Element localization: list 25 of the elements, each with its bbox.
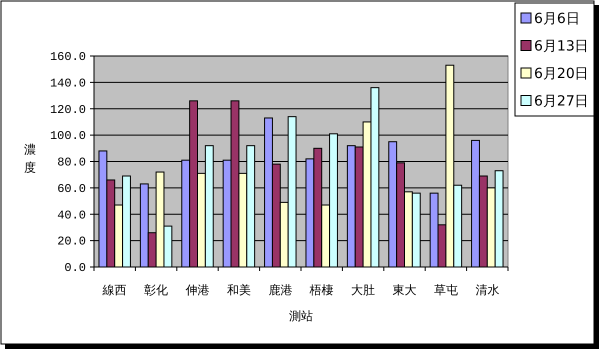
x-tick-label: 線西	[102, 283, 127, 297]
x-tick-label: 清水	[475, 283, 500, 297]
y-tick-label: 80.0	[57, 156, 86, 170]
x-tick-label: 彰化	[144, 283, 168, 297]
x-tick-label: 東大	[392, 283, 416, 297]
x-tick-label: 鹿港	[268, 283, 292, 297]
y-axis-title: 濃度	[24, 142, 36, 174]
y-tick-label: 160.0	[50, 50, 86, 64]
x-axis-title: 測站	[289, 309, 313, 323]
legend-label: 6月6日	[534, 11, 580, 27]
x-tick-label: 和美	[226, 283, 251, 297]
y-tick-label: 60.0	[57, 182, 86, 196]
x-tick-label: 大肚	[351, 283, 376, 297]
legend-label: 6月27日	[534, 94, 589, 110]
y-tick-label: 40.0	[57, 208, 86, 222]
y-tick-label: 100.0	[50, 129, 86, 144]
legend-label: 6月20日	[534, 66, 589, 82]
legend-label: 6月13日	[534, 38, 589, 54]
y-tick-label: 140.0	[50, 76, 86, 90]
y-tick-label: 0.0	[64, 261, 86, 275]
y-tick-label: 20.0	[57, 234, 86, 249]
x-tick-label: 梧棲	[308, 283, 334, 297]
y-tick-label: 120.0	[50, 102, 86, 117]
x-tick-label: 草屯	[434, 283, 458, 297]
x-tick-label: 伸港	[184, 283, 210, 297]
